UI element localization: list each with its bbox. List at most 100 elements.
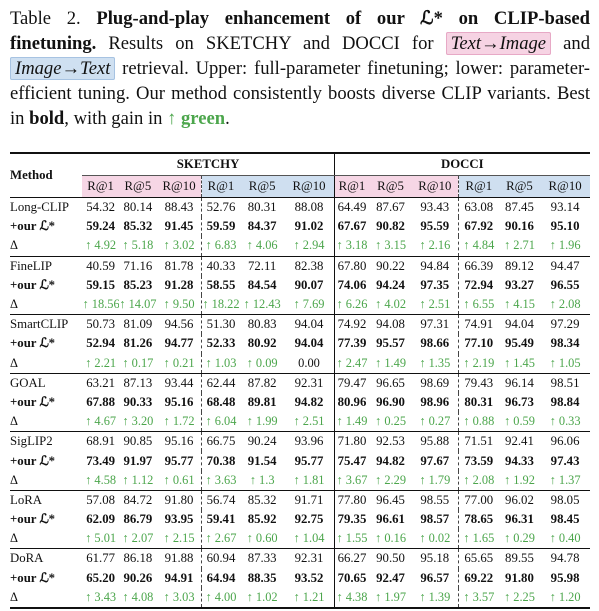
table-cell: 94.77	[164, 336, 194, 351]
table-cell: 90.82	[376, 219, 405, 234]
table-cell: ↑ 9.50	[163, 297, 195, 312]
table-cell: 62.44	[201, 372, 240, 393]
table-cell: 92.75	[294, 512, 324, 527]
method-label: Δ	[10, 472, 18, 487]
table-cell: ↑ 0.16	[375, 531, 407, 546]
table-cell: 59.41	[201, 510, 240, 530]
table-row: Long-CLIP 54.32 80.14 88.43 52.76 80.31 88.08 6…	[10, 197, 590, 218]
caption-text-2: and	[551, 33, 590, 54]
table-row: SigLIP2 68.91 90.85 95.16 66.75 90.24 93.96 71.…	[10, 431, 590, 452]
table-cell: 54.32	[82, 197, 119, 218]
method-label: Long-CLIP	[10, 197, 83, 218]
table-cell: 80.14	[118, 197, 158, 218]
table-cell: 95.16	[157, 431, 202, 452]
table-cell: 0.00	[298, 355, 320, 370]
table-cell: ↑ 3.20	[122, 414, 154, 429]
table-cell: 70.38	[201, 451, 240, 471]
caption-title: Plug-and-play enhancement of our ℒ* on C…	[10, 8, 590, 54]
table-cell: 60.94	[201, 548, 240, 569]
table-cell: 98.57	[420, 512, 450, 527]
table-cell: 52.76	[201, 197, 240, 218]
table-cell: ↑ 4.58	[85, 472, 117, 487]
table-cell: ↑ 2.67	[201, 529, 240, 549]
table-cell: 91.54	[247, 453, 277, 468]
table-cell: 52.94	[86, 336, 115, 351]
table-cell: 71.80	[333, 431, 370, 452]
table-cell: ↑ 0.25	[375, 414, 407, 429]
table-row: Δ ↑ 4.67 ↑ 3.20 ↑ 1.72 ↑ 6.04 ↑ 1.99 ↑ 2.51 ↑ 1…	[10, 412, 590, 432]
method-label: +our ℒ*	[10, 570, 56, 585]
table-cell: 67.92	[457, 217, 499, 237]
table-caption: Table 2. Plug-and-play enhancement of ou…	[10, 6, 590, 131]
table-row: +our ℒ* 59.24 85.32 91.45 59.59 84.37 91.02 67.…	[10, 217, 590, 237]
table-cell: 96.61	[376, 512, 405, 527]
table-cell: ↑ 5.01	[85, 531, 117, 546]
table-cell: 87.82	[239, 372, 285, 393]
table-cell: 95.57	[376, 336, 405, 351]
table-cell: ↑ 1.81	[293, 472, 325, 487]
table-cell: 95.49	[505, 336, 534, 351]
table-cell: ↑ 14.07	[119, 297, 157, 312]
table-row: Δ ↑ 2.21 ↑ 0.17 ↑ 0.21 ↑ 1.03 ↑ 0.09 0.00 ↑ 2.4…	[10, 353, 590, 374]
table-cell: 79.35	[333, 510, 370, 530]
table-cell: 80.92	[247, 336, 277, 351]
table-cell: ↑ 1.92	[503, 472, 535, 487]
caption-label: Table 2.	[10, 8, 97, 29]
table-cell: 91.88	[157, 548, 202, 569]
metric-header: R@1	[457, 175, 499, 198]
table-cell: 62.09	[86, 512, 115, 527]
table-cell: 75.47	[333, 451, 370, 471]
caption-gain-word: ↑ green	[167, 108, 226, 129]
table-cell: 95.10	[550, 219, 580, 234]
table-cell: 40.59	[82, 255, 119, 276]
table-cell: ↑ 1.37	[549, 472, 581, 487]
table-cell: ↑ 2.08	[457, 470, 499, 491]
table-cell: 98.55	[411, 489, 459, 510]
method-label: +our ℒ*	[10, 219, 56, 234]
table-cell: 65.65	[457, 548, 499, 569]
table-cell: 98.66	[420, 336, 450, 351]
group-header-docci: DOCCI	[333, 152, 590, 176]
table-cell: 97.43	[550, 453, 580, 468]
table-cell: 80.83	[239, 314, 285, 335]
table-cell: ↑ 0.59	[503, 414, 535, 429]
table-cell: 98.51	[540, 372, 590, 393]
table-cell: 92.31	[284, 548, 335, 569]
table-cell: 74.92	[333, 314, 370, 335]
table-cell: 93.96	[284, 431, 335, 452]
table-cell: 97.67	[420, 453, 450, 468]
table-cell: 98.84	[550, 394, 580, 409]
table-cell: ↑ 2.51	[293, 414, 325, 429]
table-cell: ↑ 0.09	[246, 355, 278, 370]
table-cell: ↑ 4.67	[85, 414, 117, 429]
table-cell: 77.80	[333, 489, 370, 510]
method-label: +our ℒ*	[10, 512, 56, 527]
table-cell: ↑ 4.15	[503, 297, 535, 312]
table-cell: 92.41	[498, 431, 541, 452]
table-cell: 59.59	[201, 217, 240, 237]
caption-bold-word: bold	[29, 108, 65, 129]
table-cell: 71.51	[457, 431, 499, 452]
table-cell: ↑ 6.55	[457, 294, 499, 315]
table-cell: 50.73	[82, 314, 119, 335]
table-cell: ↑ 3.18	[333, 236, 370, 257]
table-cell: ↑ 0.88	[457, 412, 499, 432]
table-row: Δ ↑ 4.92 ↑ 5.18 ↑ 3.02 ↑ 6.83 ↑ 4.06 ↑ 2.94 ↑ 3…	[10, 236, 590, 257]
table-cell: 59.24	[86, 219, 115, 234]
table-cell: 71.16	[118, 255, 158, 276]
table-row: Δ ↑ 4.58 ↑ 1.12 ↑ 0.61 ↑ 3.63 ↑ 1.3 ↑ 1.81 ↑ 3.…	[10, 470, 590, 491]
method-header: Method	[10, 152, 83, 198]
table-cell: ↑ 1.04	[293, 531, 325, 546]
table-cell: 91.45	[164, 219, 194, 234]
method-label: +our ℒ*	[10, 277, 56, 292]
table-cell: ↑ 1.97	[369, 587, 412, 609]
table-cell: 91.97	[123, 453, 153, 468]
metric-header: R@10	[284, 175, 335, 198]
table-cell: 72.94	[457, 275, 499, 295]
table-cell: ↑ 7.69	[293, 297, 325, 312]
table-cell: ↑ 0.02	[419, 531, 451, 546]
table-cell: 96.65	[369, 372, 412, 393]
table-cell: 61.77	[82, 548, 119, 569]
table-cell: ↑ 4.92	[85, 238, 117, 253]
table-cell: ↑ 1.21	[284, 587, 335, 609]
